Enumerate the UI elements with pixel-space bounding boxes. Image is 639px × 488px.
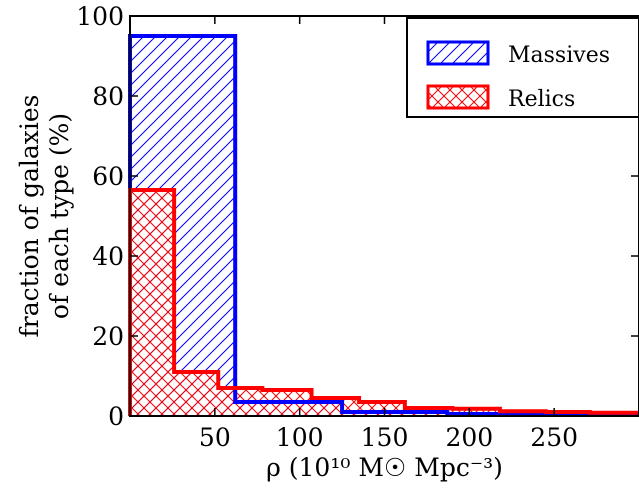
legend-swatch-massives xyxy=(426,40,490,66)
x-tick-label-100: 100 xyxy=(276,423,324,452)
bar-relics-1 xyxy=(174,372,219,416)
legend: Massives Relics xyxy=(406,17,639,118)
y-tick-label-0: 0 xyxy=(108,402,124,431)
x-tick-label-200: 200 xyxy=(445,423,493,452)
outline-relics xyxy=(128,188,639,416)
x-tick-label-50: 50 xyxy=(199,423,231,452)
y-tick-label-40: 40 xyxy=(92,242,124,271)
x-axis-title: ρ (10¹⁰ M☉ Mpc⁻³) xyxy=(266,453,503,482)
legend-label-massives: Massives xyxy=(508,43,610,68)
y-tick-label-80: 80 xyxy=(92,82,124,111)
legend-label-relics: Relics xyxy=(508,87,575,112)
y-tick-label-100: 100 xyxy=(76,2,124,31)
y-tick-label-20: 20 xyxy=(92,322,124,351)
y-axis-title-line2: of each type (%) xyxy=(45,113,74,319)
bar-relics-0 xyxy=(130,190,175,416)
y-axis-title-line1: fraction of galaxies xyxy=(15,94,44,337)
axis-ticks: 50 100 150 200 250 0 20 40 60 80 100 xyxy=(76,2,639,452)
x-tick-label-250: 250 xyxy=(530,423,578,452)
legend-swatch-relics xyxy=(426,84,490,110)
y-tick-label-60: 60 xyxy=(92,162,124,191)
x-tick-label-150: 150 xyxy=(361,423,409,452)
